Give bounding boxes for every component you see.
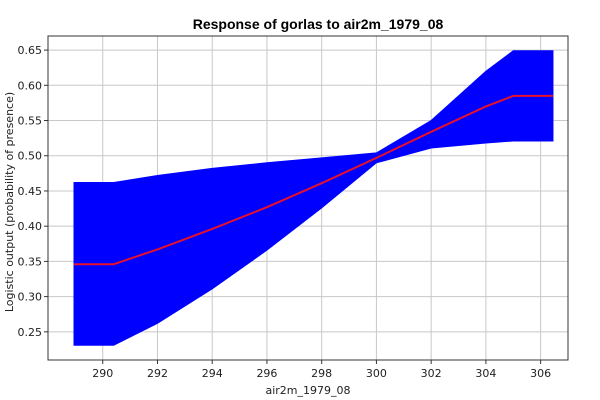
x-tick-label: 292 — [147, 367, 168, 380]
y-tick-label: 0.35 — [18, 255, 43, 268]
x-tick-label: 296 — [256, 367, 277, 380]
x-tick-label: 302 — [421, 367, 442, 380]
x-tick-label: 306 — [530, 367, 551, 380]
mean-response-curve — [74, 94, 553, 266]
x-tick-label: 290 — [92, 367, 113, 380]
x-axis-label: air2m_1979_08 — [265, 384, 350, 397]
x-tick-label: 298 — [311, 367, 332, 380]
x-tick-label: 294 — [202, 367, 223, 380]
response-band-area — [73, 50, 554, 346]
y-tick-label: 0.40 — [18, 220, 43, 233]
confidence-band — [73, 50, 554, 346]
y-tick-label: 0.60 — [18, 79, 43, 92]
chart-title: Response of gorlas to air2m_1979_08 — [193, 16, 444, 32]
y-tick-label: 0.65 — [18, 44, 43, 57]
x-tick-label: 304 — [475, 367, 496, 380]
y-tick-label: 0.45 — [18, 185, 43, 198]
axis-ticks: 290 292 294 296 298 300 302 304 306 0.25 0.30 0.35 0… — [18, 44, 552, 380]
x-tick-label: 300 — [366, 367, 387, 380]
y-tick-label: 0.30 — [18, 291, 43, 304]
y-tick-label: 0.55 — [18, 115, 43, 128]
y-tick-label: 0.25 — [18, 326, 43, 339]
mean-response-line — [74, 94, 553, 266]
y-tick-label: 0.50 — [18, 150, 43, 163]
plot-frame — [47, 35, 569, 361]
y-axis-label: Logistic output (probability of presence… — [3, 92, 16, 312]
